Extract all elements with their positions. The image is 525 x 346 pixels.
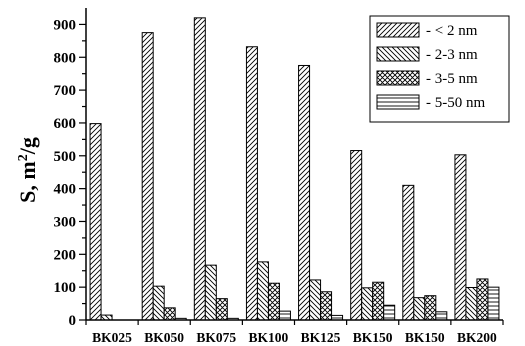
y-axis-label-main: S, m: [15, 161, 40, 203]
y-tick-label: 200: [54, 247, 77, 263]
legend-swatch: [376, 22, 420, 38]
legend-label: - 3-5 nm: [426, 71, 478, 87]
y-tick-label: 100: [54, 280, 77, 296]
bar-5-series-1: [298, 64, 311, 321]
y-tick-label: 600: [54, 116, 77, 132]
y-axis-label: S, m2/g: [15, 137, 40, 203]
bar-2-series-1: [141, 32, 154, 321]
legend-swatch: [376, 70, 420, 86]
y-tick-label: 800: [54, 50, 77, 66]
legend-label: - < 2 nm: [426, 23, 478, 39]
bar-4-series-4: [278, 310, 291, 321]
bar-3-series-2: [204, 264, 217, 321]
bar-6-series-2: [361, 287, 374, 321]
bar-7-series-4: [435, 311, 448, 321]
legend-label: - 5-50 nm: [426, 95, 485, 111]
bar-8-series-2: [465, 286, 478, 321]
bar-4-series-3: [267, 282, 280, 321]
y-tick-label: 700: [54, 83, 77, 99]
svg-text:S, m2/g: S, m2/g: [15, 137, 40, 203]
bar-7-series-2: [413, 297, 426, 321]
legend: - < 2 nm - 2-3 nm - 3-5 nm - 5-50 nm: [369, 15, 510, 123]
bar-5-series-3: [320, 291, 333, 321]
bar-3-series-3: [215, 298, 228, 321]
y-tick-label: 400: [54, 182, 77, 198]
bar-8-series-4: [487, 286, 500, 321]
bar-2-series-3: [163, 307, 176, 321]
axes-layer: BK025 BK050 BK075 BK100 BK125 BK150 BK150 BK200…: [54, 8, 504, 345]
x-tick-label: BK100: [249, 330, 289, 345]
bar-7-series-3: [424, 295, 437, 321]
y-tick-label: 500: [54, 149, 77, 165]
bar-4-series-1: [245, 46, 258, 321]
bar-8-series-3: [476, 278, 489, 321]
y-axis-label-sup: 2: [16, 154, 31, 161]
bar-4-series-2: [256, 261, 269, 321]
x-tick-label: BK025: [92, 330, 132, 345]
bar-6-series-3: [372, 281, 385, 321]
x-tick-label: BK125: [301, 330, 341, 345]
y-tick-label: 900: [54, 17, 77, 33]
bar-6-series-1: [350, 150, 363, 321]
x-tick-label: BK200: [457, 330, 497, 345]
x-tick-label: BK150: [353, 330, 393, 345]
bars-layer: [89, 17, 500, 321]
x-tick-label: BK075: [196, 330, 236, 345]
x-tick-label: BK050: [144, 330, 184, 345]
bar-3-series-1: [193, 17, 206, 321]
y-tick-label: 0: [69, 313, 77, 329]
bar-1-series-1: [89, 123, 102, 321]
bar-6-series-4: [383, 304, 396, 321]
legend-swatch: [376, 46, 420, 62]
legend-label: - 2-3 nm: [426, 47, 478, 63]
bar-2-series-2: [152, 285, 165, 321]
bar-8-series-1: [454, 154, 467, 321]
bar-5-series-2: [309, 279, 322, 321]
y-axis-label-tail: /g: [15, 137, 40, 155]
legend-swatch: [376, 94, 420, 110]
bar-7-series-1: [402, 184, 415, 321]
x-tick-label: BK150: [405, 330, 445, 345]
y-tick-label: 300: [54, 214, 77, 230]
